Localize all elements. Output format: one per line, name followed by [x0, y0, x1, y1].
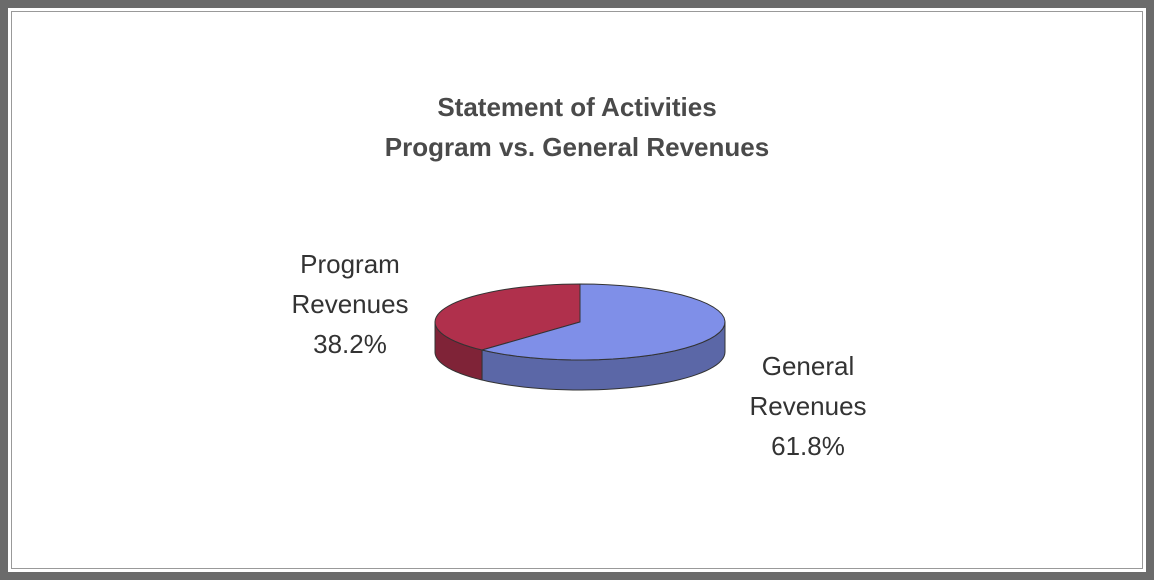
slice: [434, 283, 581, 351]
slice-label: Program Revenues: [291, 249, 409, 319]
slice: [481, 283, 726, 361]
chart-subtitle: Program vs. General Revenues: [384, 132, 770, 162]
slice-value-label: 38.2%: [313, 329, 387, 359]
plot-border: [11, 11, 1143, 569]
slice-value-label: 61.8%: [771, 431, 845, 461]
chart: [434, 283, 726, 391]
chart-title: Statement of Activities: [437, 92, 717, 122]
slice-label: General Revenues: [749, 351, 867, 421]
